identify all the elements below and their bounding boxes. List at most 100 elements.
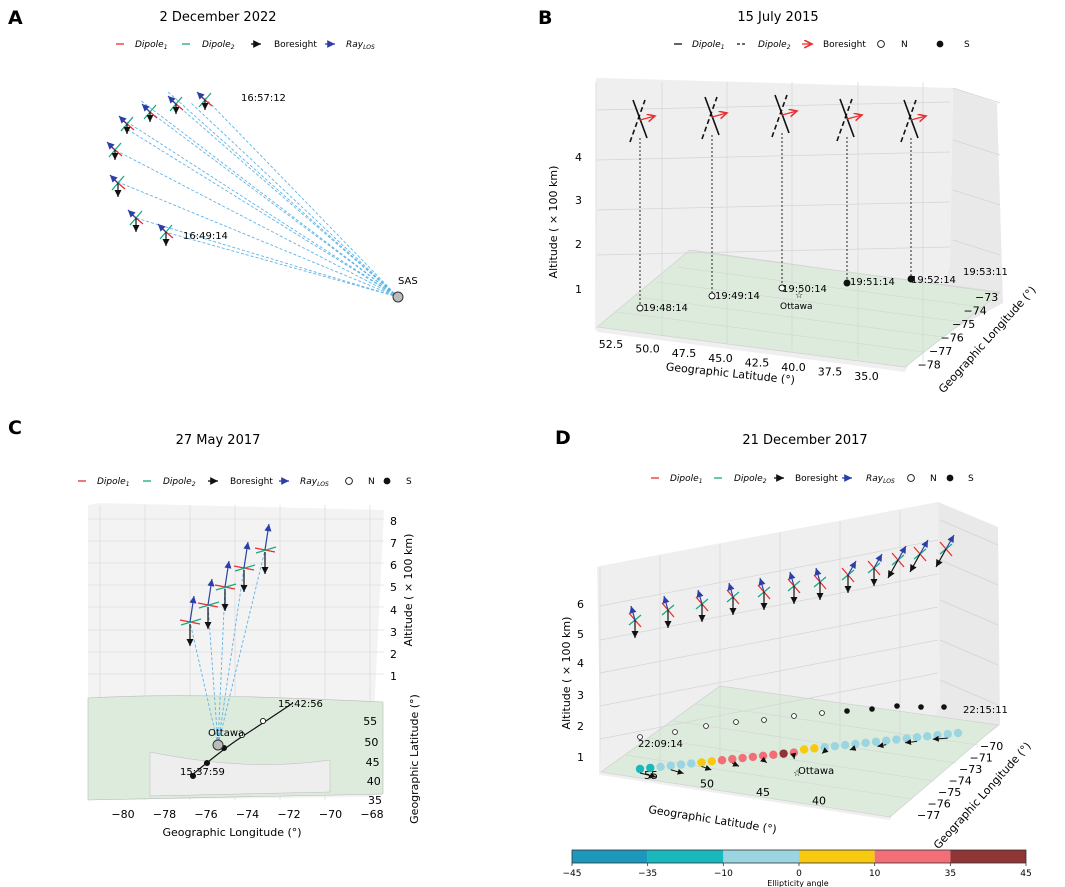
panel-c-zlabel: Altitude ( × 100 km): [402, 534, 415, 647]
los-line: [126, 121, 399, 298]
footprint-point: [894, 703, 900, 709]
ray-arrow: [264, 523, 272, 551]
panel-d-zticks: 1 2 3 4 5 6: [577, 598, 584, 764]
x-tick-label: −80: [111, 808, 134, 821]
los-line: [175, 103, 399, 298]
y-tick-label: −73: [975, 291, 998, 304]
x-tick-label: 47.5: [672, 347, 697, 360]
panel-b: 15 July 2015 Dipole1 Dipole2 Boresight N…: [547, 10, 1039, 396]
station-marker: [392, 291, 404, 303]
boresight-arrow: [639, 116, 655, 120]
y-tick-label: −75: [938, 786, 961, 799]
panel-b-grid: [595, 82, 1001, 368]
x-tick-label: −68: [360, 808, 383, 821]
panel-d-glyph: [661, 595, 675, 628]
z-tick-label: 3: [577, 689, 584, 702]
grid-line: [676, 266, 982, 308]
ray-arrow: [118, 115, 128, 125]
colorbar-tick-label: 10: [869, 869, 881, 879]
footprint-point: [843, 279, 851, 287]
y-tick-label: −70: [980, 740, 1003, 753]
grid-line: [939, 599, 999, 626]
z-tick-label: 2: [575, 238, 582, 251]
legend-dipole1: Dipole1: [670, 474, 703, 485]
x-tick-label: −74: [236, 808, 259, 821]
colorbar-bin: [874, 850, 951, 863]
grid-line: [696, 251, 1001, 293]
colorbar-tick-label: −10: [714, 869, 733, 879]
y-tick-label: −74: [949, 775, 972, 788]
y-tick-label: −71: [970, 752, 993, 765]
ellipticity-point: [635, 764, 645, 774]
boresight-arrow: [790, 752, 797, 760]
panel-a-glyph: [106, 141, 123, 160]
boresight-arrow: [905, 739, 918, 746]
ellipticity-point: [656, 762, 665, 772]
panel-c-legend: Dipole1 Dipole2 Boresight RayLOS N S: [78, 477, 412, 488]
time-label: 19:51:14: [850, 277, 895, 288]
panel-b-glyphs: 19:48:14 19:49:14 19:50:14 19:51:14 19:52:14…: [629, 94, 1008, 314]
dipole1-segment: [839, 98, 855, 138]
footprint-point: [733, 719, 739, 725]
panel-a-los-lines: [114, 91, 399, 298]
panel-d-glyph: [813, 567, 827, 600]
x-tick-label: −76: [194, 808, 217, 821]
panel-c-city: Ottawa: [208, 728, 244, 739]
ray-arrow: [196, 91, 206, 101]
footprint-point: [791, 713, 797, 719]
grid-line: [952, 239, 1001, 256]
colorbar-label: Ellipticity angle: [767, 879, 828, 887]
grid-line: [952, 189, 1001, 206]
los-line: [139, 99, 399, 298]
ray-arrow: [945, 534, 955, 550]
legend-dipole1: Dipole1: [97, 477, 130, 488]
footprint-point: [672, 729, 678, 735]
panel-a-title: 2 December 2022: [159, 10, 276, 25]
panel-b-zticks: 1 2 3 4: [575, 151, 582, 296]
time-label: 19:50:14: [782, 284, 827, 295]
y-tick-label: 45: [366, 756, 380, 769]
ray-arrow: [629, 605, 637, 621]
footprint-point: [869, 706, 875, 712]
legend-north: N: [901, 40, 908, 50]
ray-arrow: [814, 567, 822, 583]
panel-d-xlabel: Geographic Latitude (°): [647, 803, 777, 836]
footprint-point: [238, 731, 246, 739]
legend-dipole2: Dipole2: [202, 40, 235, 51]
ellipticity-point: [861, 738, 870, 748]
time-label: 19:53:11: [963, 267, 1008, 278]
ellipticity-point: [789, 748, 799, 757]
panel-d-glyph: [841, 560, 857, 593]
panel-a-glyph: [127, 209, 144, 232]
ray-arrow: [873, 553, 883, 569]
ellipticity-point: [840, 740, 850, 750]
footprint-point: [819, 710, 825, 716]
dipole2-segment: [215, 583, 237, 591]
legend-north: N: [930, 474, 937, 484]
z-tick-label: 8: [390, 515, 397, 528]
ellipticity-point: [923, 732, 932, 741]
x-tick-label: −78: [153, 808, 176, 821]
ellipticity-point: [707, 757, 717, 766]
x-tick-label: 45.0: [708, 352, 733, 365]
panel-c-glyph: [179, 595, 202, 646]
footprint-point: [941, 704, 947, 710]
ray-arrow: [847, 560, 857, 576]
ellipticity-point: [676, 760, 686, 769]
boresight-arrow: [910, 116, 926, 120]
ray-arrow: [919, 539, 929, 555]
z-tick-label: 2: [390, 648, 397, 661]
boresight-arrow: [639, 772, 657, 779]
dipole1-segment: [704, 96, 720, 136]
panel-b-glyph: [836, 98, 862, 142]
panel-a-glyph: [196, 91, 213, 110]
footprint-point: [778, 284, 786, 292]
legend-south: S: [964, 40, 970, 50]
panel-c-glyph: [254, 523, 277, 574]
legend-boresight: Boresight: [795, 474, 838, 484]
panel-b-glyph: [701, 96, 727, 140]
panel-c-ylabel: Geographic Latitude (°): [408, 694, 421, 824]
panel-d-ellipticity-points: [635, 703, 963, 779]
panel-d: 21 December 2017 Dipole1 Dipole2 Boresig…: [560, 433, 1034, 887]
